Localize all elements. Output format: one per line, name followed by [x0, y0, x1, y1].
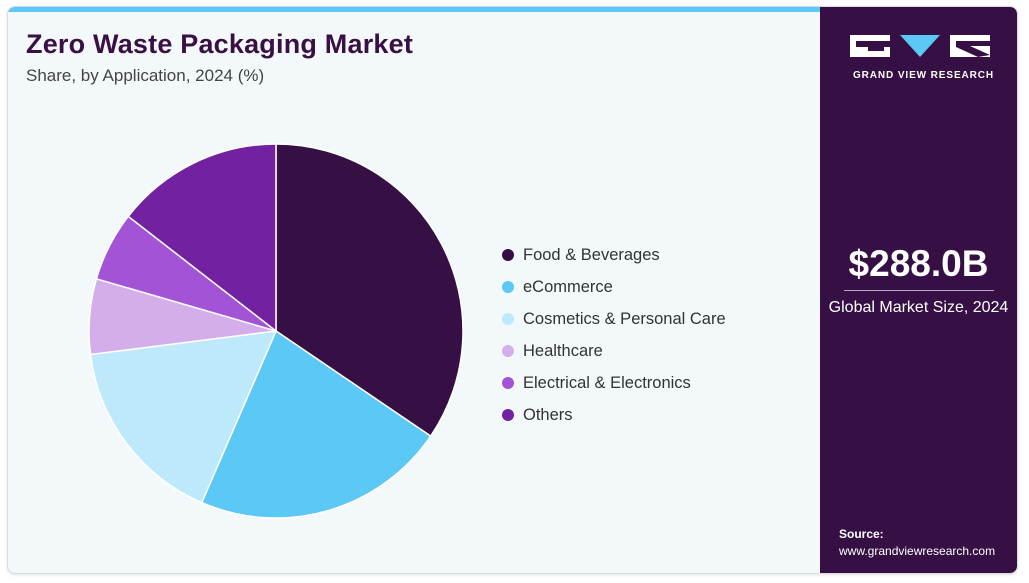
source-url[interactable]: www.grandviewresearch.com — [839, 544, 996, 558]
chart-legend: Food & Beverages eCommerce Cosmetics & Per… — [502, 239, 726, 431]
chart-card: Zero Waste Packaging Market Share, by Ap… — [7, 6, 1018, 574]
legend-swatch — [502, 281, 514, 293]
legend-label: Electrical & Electronics — [523, 373, 691, 392]
legend-swatch — [502, 249, 514, 261]
source-title: Source: — [839, 527, 884, 541]
legend-item: Cosmetics & Personal Care — [502, 303, 726, 335]
pie-slice-cosmetics-personal-care[interactable] — [89, 330, 278, 504]
legend-swatch — [502, 345, 514, 357]
grand-view-research-logo-icon — [850, 35, 990, 57]
legend-swatch — [502, 313, 514, 325]
legend-label: eCommerce — [523, 277, 613, 296]
legend-item: Food & Beverages — [502, 239, 726, 271]
legend-label: Cosmetics & Personal Care — [523, 309, 726, 328]
pie-slice-ecommerce[interactable] — [200, 329, 432, 519]
accent-bar — [8, 7, 820, 12]
pie-chart — [88, 143, 464, 519]
market-size-label: Global Market Size, 2024 — [828, 299, 1009, 316]
legend-item: eCommerce — [502, 271, 726, 303]
legend-label: Food & Beverages — [523, 245, 660, 264]
legend-label: Others — [523, 405, 573, 424]
legend-swatch — [502, 409, 514, 421]
kpi-divider — [844, 290, 994, 291]
pie-slice-food-beverages[interactable] — [275, 143, 464, 438]
legend-item: Others — [502, 399, 726, 431]
market-size-value: $288.0B — [848, 243, 989, 284]
info-sidebar: GRAND VIEW RESEARCH $288.0B Global Marke… — [820, 7, 1017, 573]
logo-text: GRAND VIEW RESEARCH — [853, 70, 994, 81]
legend-label: Healthcare — [523, 341, 603, 360]
pie-slice-others[interactable] — [127, 143, 277, 333]
legend-item: Electrical & Electronics — [502, 367, 726, 399]
legend-item: Healthcare — [502, 335, 726, 367]
chart-subtitle: Share, by Application, 2024 (%) — [26, 66, 265, 85]
chart-title: Zero Waste Packaging Market — [26, 29, 414, 59]
legend-swatch — [502, 377, 514, 389]
